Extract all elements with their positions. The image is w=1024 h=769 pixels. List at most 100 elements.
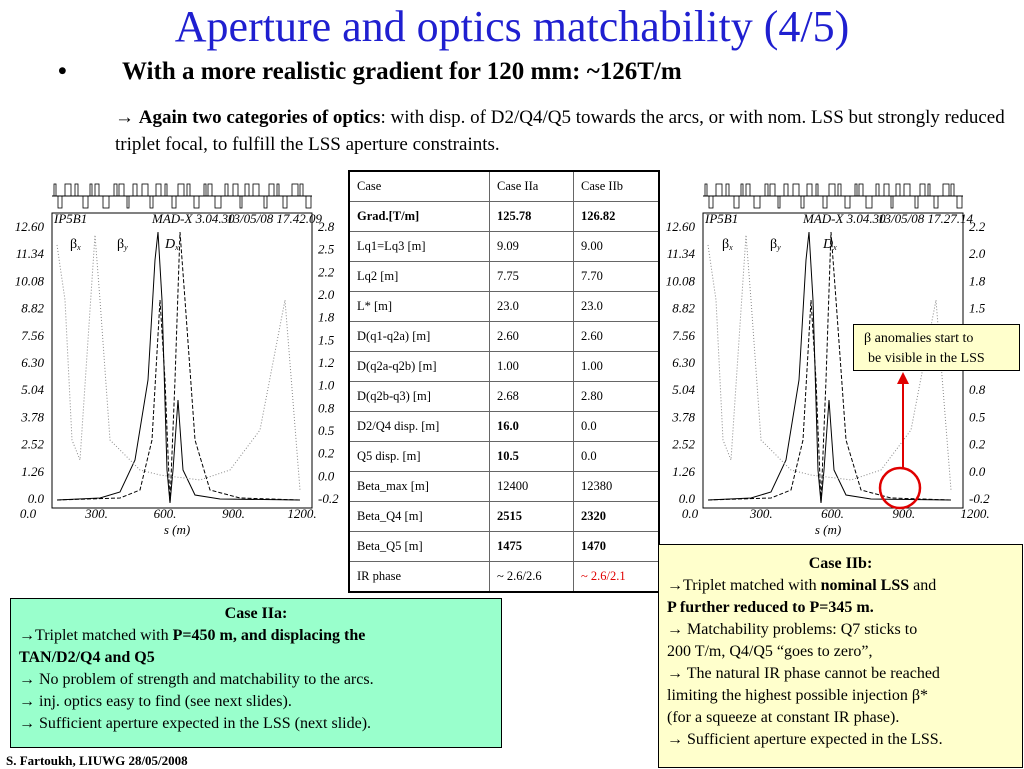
x-axis-label: s (m): [815, 522, 841, 537]
magnet: [82, 195, 89, 209]
table-cell: IR phase: [348, 561, 490, 593]
table-row: Grad.[T/m] 125.78 126.82: [348, 201, 660, 232]
x-tick-label: 900.: [892, 506, 915, 521]
x-axis-label: s (m): [164, 522, 190, 537]
table-cell: 1.00: [489, 351, 574, 382]
legend-symbol: β: [770, 237, 777, 252]
magnet: [171, 195, 177, 209]
magnet: [207, 183, 213, 197]
table-cell: Beta_Q5 [m]: [348, 531, 490, 562]
table-cell: 7.75: [489, 261, 574, 292]
table-cell: Beta_max [m]: [348, 471, 490, 502]
case-a-box: Case IIa: →Triplet matched with P=450 m, …: [10, 598, 502, 748]
magnet: [733, 195, 740, 209]
text-line: P further reduced to P=345 m.: [667, 597, 1014, 619]
table-cell: 0.0: [573, 441, 660, 472]
magnet: [919, 183, 926, 197]
legend-sub: x: [832, 243, 837, 252]
table-row: L* [m] 23.0 23.0: [348, 291, 660, 322]
table-row: Q5 disp. [m] 10.5 0.0: [348, 441, 660, 472]
table-row: Lq1=Lq3 [m] 9.09 9.00: [348, 231, 660, 262]
magnet: [844, 195, 851, 209]
y-tick-label: 2.52: [21, 437, 44, 452]
table-cell: 12400: [489, 471, 574, 502]
magnet: [950, 183, 955, 197]
y2-tick-label: 0.5: [969, 409, 986, 424]
legend-sub: x: [76, 243, 81, 252]
y2-tick-label: 0.2: [318, 446, 335, 461]
y2-tick-label: 2.0: [318, 287, 335, 302]
magnet: [239, 195, 243, 209]
y2-tick-label: -0.2: [318, 491, 339, 506]
text-segment: P=450 m, and displacing the: [172, 627, 366, 644]
table-row: Beta_max [m] 12400 12380: [348, 471, 660, 502]
table-cell: 2.68: [489, 381, 574, 412]
text-line: → The natural IR phase cannot be reached: [667, 663, 1014, 685]
magnet: [113, 183, 118, 197]
magnet: [800, 195, 805, 209]
text-line: → Sufficient aperture expected in the LS…: [19, 713, 493, 735]
y-tick-label: 11.34: [667, 246, 696, 261]
table-cell: 23.0: [489, 291, 574, 322]
magnet: [865, 195, 873, 209]
magnet: [126, 195, 130, 209]
text-segment: Case IIb:: [808, 555, 873, 572]
text-segment: Case IIa:: [224, 605, 288, 622]
text-segment: →Triplet matched with: [19, 627, 173, 644]
x-tick-label: 300.: [749, 506, 773, 521]
sub-text: : with disp. of D2/Q4/Q5 towards the arc…: [115, 107, 1005, 155]
magnet: [224, 183, 229, 197]
arrow-head: [897, 372, 909, 384]
magnet: [828, 183, 836, 197]
table-cell: 9.09: [489, 231, 574, 262]
plot-stamp: 13/05/08 17.42.09: [227, 211, 322, 226]
magnet: [740, 183, 744, 197]
legend-sub: y: [776, 243, 781, 252]
text-segment: →Triplet matched with: [667, 577, 821, 594]
table-row: IR phase ~ 2.6/2.6 ~ 2.6/2.1: [348, 561, 660, 593]
magnet: [708, 195, 714, 209]
magnet: [57, 195, 63, 209]
table-cell: 10.5: [489, 441, 574, 472]
y-tick-label: 3.78: [20, 409, 44, 424]
text-line: →Triplet matched with nominal LSS and: [667, 575, 1014, 597]
y-tick-label: 8.82: [21, 301, 44, 316]
y-tick-label: 8.82: [672, 301, 695, 316]
magnet: [854, 183, 858, 197]
table-cell: Beta_Q4 [m]: [348, 501, 490, 532]
table-cell: D(q2b-q3) [m]: [348, 381, 490, 412]
magnet: [232, 183, 239, 197]
magnet: [155, 183, 162, 197]
table-cell: 23.0: [573, 291, 660, 322]
curve-beta-x: [707, 231, 952, 504]
curve-beta-y: [707, 231, 952, 504]
magnet: [263, 195, 268, 209]
magnet: [282, 195, 288, 209]
magnet: [141, 183, 149, 197]
table-cell: Lq2 [m]: [348, 261, 490, 292]
magnet: [252, 183, 260, 197]
text-line: (for a squeeze at constant IR phase).: [667, 707, 1014, 729]
arrow: →: [115, 107, 134, 128]
text-segment: → inj. optics easy to find (see next sli…: [19, 693, 292, 710]
magnet: [164, 183, 168, 197]
y2-tick-label: 0.8: [318, 400, 335, 415]
plot-label: IP5B1: [704, 211, 738, 226]
table-cell: Case IIa: [489, 170, 574, 202]
x-tick-label: 300.: [84, 506, 108, 521]
table-cell: 12380: [573, 471, 660, 502]
text-segment: → Sufficient aperture expected in the LS…: [19, 715, 372, 732]
y-tick-label: 0.0: [28, 491, 45, 506]
y-tick-label: 5.04: [21, 382, 44, 397]
y-tick-label: 7.56: [21, 328, 44, 343]
y2-tick-label: 2.2: [318, 264, 335, 279]
magnet: [102, 195, 110, 209]
magnet: [214, 195, 222, 209]
sub-bullet: → Again two categories of optics: with d…: [115, 104, 1015, 158]
callout-line: β anomalies start to: [864, 331, 974, 346]
magnet: [276, 183, 280, 197]
legend-symbol: β: [70, 237, 77, 252]
